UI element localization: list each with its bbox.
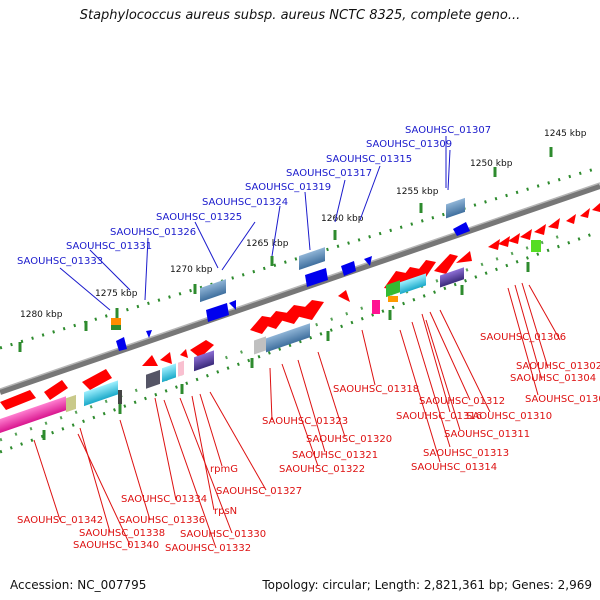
- reverse-gene-label[interactable]: SAOUHSC_01318: [333, 384, 419, 395]
- forward-gene-label[interactable]: SAOUHSC_01319: [245, 182, 331, 193]
- reverse-gene-label[interactable]: SAOUHSC_01340: [73, 540, 159, 551]
- gene-block[interactable]: [254, 336, 266, 355]
- ruler-label-1245: 1245 kbp: [544, 129, 587, 139]
- gene-arrow[interactable]: [453, 222, 470, 236]
- reverse-gene-label[interactable]: SAOUHSC_01306: [480, 332, 566, 343]
- ruler-label-1270: 1270 kbp: [170, 265, 213, 275]
- reverse-gene-label[interactable]: SAOUHSC_01336: [119, 515, 205, 526]
- gene-block[interactable]: [84, 380, 118, 407]
- reverse-gene-label[interactable]: SAOUHSC_01313: [423, 448, 509, 459]
- gene-block[interactable]: [200, 279, 226, 303]
- forward-gene-label[interactable]: SAOUHSC_01326: [110, 227, 196, 238]
- ruler-ticks: [18, 147, 553, 440]
- ruler-label-1265: 1265 kbp: [246, 239, 289, 249]
- reverse-gene-label[interactable]: SAOUHSC_01323: [262, 416, 348, 427]
- reverse-features[interactable]: [0, 203, 600, 433]
- genome-backbone-highlight: [0, 182, 600, 390]
- reverse-gene-label[interactable]: SAOUHSC_01342: [17, 515, 103, 526]
- reverse-gene-label[interactable]: SAOUHSC_01334: [121, 494, 207, 505]
- reverse-gene-label[interactable]: SAOUHSC_01338: [79, 528, 165, 539]
- forward-gene-label[interactable]: SAOUHSC_01324: [202, 197, 288, 208]
- reverse-gene-label[interactable]: SAOUHSC_01311: [444, 429, 530, 440]
- reverse-callouts: [33, 282, 561, 549]
- reverse-gene-label[interactable]: SAOUHSC_01314: [411, 462, 497, 473]
- reverse-gene-label[interactable]: SAOUHSC_01327: [216, 486, 302, 497]
- ruler-label-1255: 1255 kbp: [396, 187, 439, 197]
- ruler-label-1260: 1260 kbp: [321, 214, 364, 224]
- map-title: Staphylococcus aureus subsp. aureus NCTC…: [79, 8, 521, 23]
- gene-block[interactable]: [372, 300, 380, 314]
- forward-gene-label[interactable]: SAOUHSC_01309: [366, 139, 452, 150]
- gene-block[interactable]: [162, 363, 176, 383]
- forward-gene-label[interactable]: SAOUHSC_01307: [405, 125, 491, 136]
- reverse-gene-label[interactable]: SAOUHSC_01312: [419, 396, 505, 407]
- gene-block[interactable]: [440, 267, 464, 288]
- ruler-label-1275: 1275 kbp: [95, 289, 138, 299]
- gene-block[interactable]: [446, 197, 465, 219]
- reverse-gene-label[interactable]: SAOUHSC_01304: [510, 373, 596, 384]
- gene-block[interactable]: [400, 273, 426, 295]
- forward-gene-label[interactable]: SAOUHSC_01315: [326, 154, 412, 165]
- reverse-gene-label[interactable]: SAOUHSC_01305: [525, 394, 600, 405]
- reverse-gene-label[interactable]: rpsN: [214, 506, 237, 517]
- gene-arrow[interactable]: [206, 303, 229, 322]
- gene-arrow[interactable]: [341, 261, 356, 276]
- ruler-label-1250: 1250 kbp: [470, 159, 513, 169]
- gene-block[interactable]: [266, 323, 310, 353]
- gene-block[interactable]: [111, 325, 121, 330]
- gene-block[interactable]: [66, 394, 76, 413]
- genome-summary: Topology: circular; Length: 2,821,361 bp…: [262, 578, 592, 592]
- gene-arrow[interactable]: [305, 268, 328, 287]
- forward-gene-label[interactable]: SAOUHSC_01331: [66, 241, 152, 252]
- reverse-gene-label[interactable]: SAOUHSC_01320: [306, 434, 392, 445]
- reverse-gene-label[interactable]: SAOUHSC_01330: [180, 529, 266, 540]
- gene-block[interactable]: [388, 296, 398, 302]
- gene-arrow[interactable]: [229, 300, 236, 310]
- reverse-gene-label[interactable]: SAOUHSC_01322: [279, 464, 365, 475]
- forward-gene-label[interactable]: SAOUHSC_01333: [17, 256, 103, 267]
- forward-gene-label[interactable]: SAOUHSC_01317: [286, 168, 372, 179]
- gene-arrow[interactable]: [364, 256, 372, 266]
- gene-block[interactable]: [386, 280, 400, 298]
- reverse-gene-label[interactable]: SAOUHSC_01332: [165, 543, 251, 554]
- forward-gene-label[interactable]: SAOUHSC_01325: [156, 212, 242, 223]
- gene-block[interactable]: [111, 318, 121, 325]
- ruler-label-1280: 1280 kbp: [20, 310, 63, 320]
- reverse-gene-label[interactable]: SAOUHSC_01302: [516, 361, 600, 372]
- gene-block[interactable]: [0, 396, 66, 433]
- gene-arrow[interactable]: [116, 337, 127, 351]
- gene-block[interactable]: [178, 360, 184, 377]
- ruler-dots-inner-2: [0, 234, 561, 442]
- reverse-gene-label[interactable]: SAOUHSC_01321: [292, 450, 378, 461]
- genome-backbone: [0, 183, 600, 395]
- gene-block[interactable]: [531, 240, 541, 252]
- forward-callouts: [59, 136, 451, 311]
- gene-block[interactable]: [194, 350, 214, 372]
- reverse-gene-label[interactable]: SAOUHSC_01316: [396, 411, 482, 422]
- forward-features[interactable]: [111, 197, 470, 351]
- accession-label: Accession: NC_007795: [10, 578, 147, 592]
- gene-block[interactable]: [118, 390, 122, 404]
- reverse-gene-label[interactable]: rpmG: [210, 464, 238, 475]
- reverse-gene-label[interactable]: SAOUHSC_01310: [466, 411, 552, 422]
- gene-block[interactable]: [146, 369, 160, 389]
- gene-block[interactable]: [299, 247, 325, 271]
- gene-arrow[interactable]: [338, 290, 350, 302]
- gene-arrow[interactable]: [146, 330, 152, 338]
